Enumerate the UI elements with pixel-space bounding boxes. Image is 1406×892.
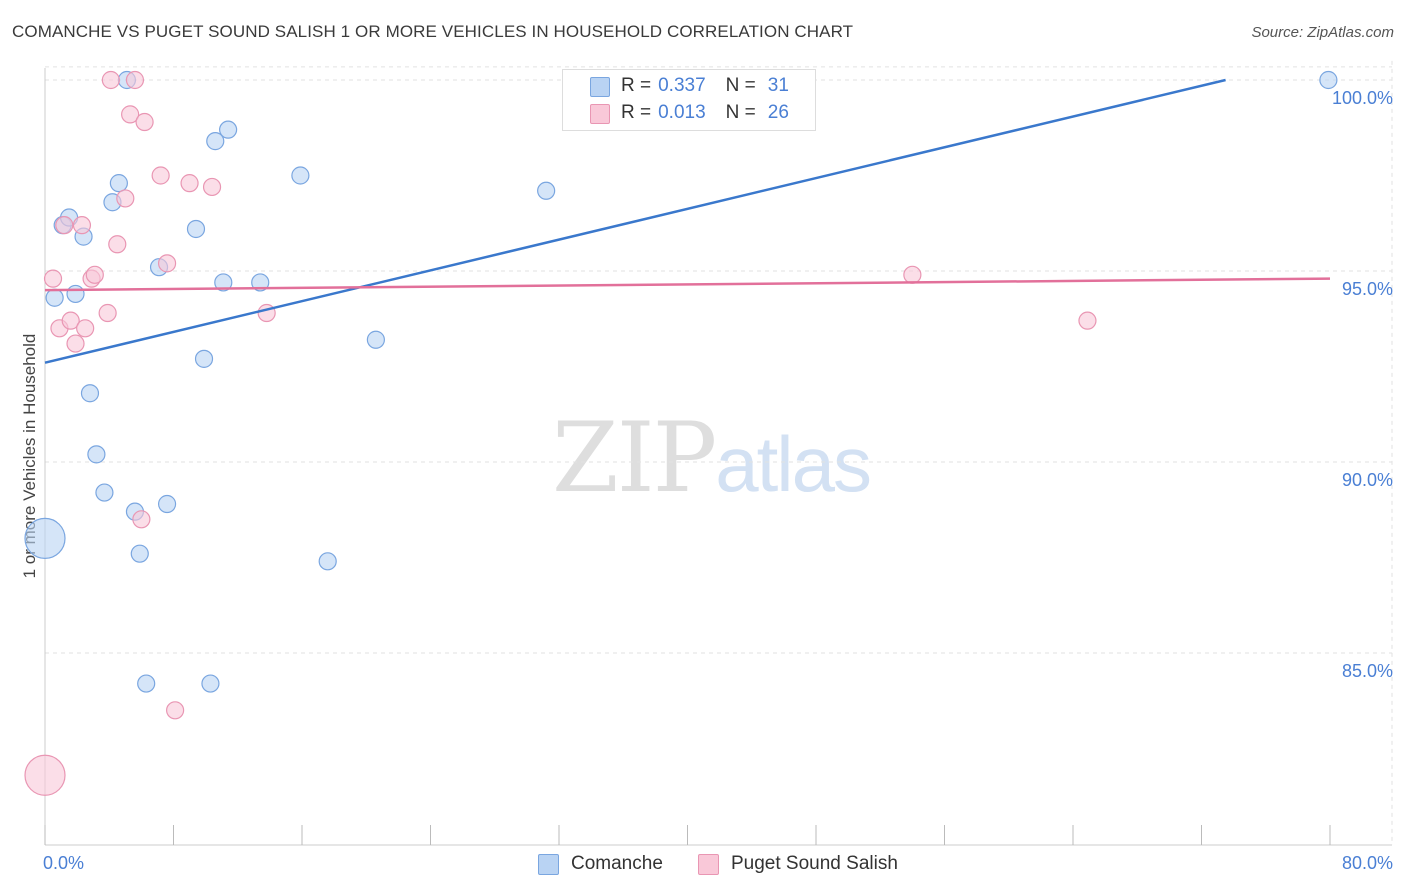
data-point-comanche <box>186 219 206 239</box>
data-point-salish <box>55 216 74 235</box>
legend-n-label: N = <box>725 75 756 96</box>
trend-line-salish <box>44 277 1331 292</box>
data-point-salish <box>903 265 922 284</box>
trend-line-comanche <box>44 78 1226 364</box>
data-point-comanche <box>206 132 225 151</box>
data-point-salish <box>85 265 104 284</box>
x-tick-label: 0.0% <box>43 853 84 873</box>
legend-r-label: R = <box>621 102 652 123</box>
data-point-comanche <box>66 284 85 304</box>
data-point-salish <box>43 269 63 288</box>
data-point-salish <box>135 112 154 132</box>
data-point-salish <box>76 319 95 338</box>
legend-n-value: 31 <box>767 75 789 96</box>
legend-swatch-salish <box>590 104 610 124</box>
legend-n-label: N = <box>725 102 756 123</box>
data-point-comanche <box>157 494 177 514</box>
y-tick-label: 85.0% <box>1342 661 1393 681</box>
data-point-comanche <box>318 552 337 571</box>
data-point-comanche <box>194 349 214 368</box>
data-point-comanche <box>95 483 114 502</box>
data-point-salish <box>166 701 185 720</box>
legend: R = 0.337 N = 31 R = 0.013 N = 26 <box>562 69 816 131</box>
data-point-comanche <box>251 273 270 292</box>
chart-title: COMANCHE VS PUGET SOUND SALISH 1 OR MORE… <box>12 22 854 41</box>
data-point-comanche <box>130 544 149 563</box>
watermark: ZIPatlas <box>552 402 872 514</box>
bottom-legend-salish: Puget Sound Salish <box>698 852 898 876</box>
watermark-atlas: atlas <box>715 420 872 508</box>
y-tick-label: 100.0% <box>1332 88 1393 108</box>
legend-row-comanche: R = 0.337 N = 31 <box>621 73 789 99</box>
data-point-comanche <box>109 174 128 193</box>
legend-row-salish: R = 0.013 N = 26 <box>621 100 789 126</box>
data-point-salish <box>121 105 140 124</box>
data-point-salish <box>66 334 85 353</box>
legend-swatch-comanche <box>590 77 610 97</box>
data-point-comanche <box>214 273 233 292</box>
data-point-salish <box>132 510 151 529</box>
data-point-comanche <box>201 674 220 693</box>
data-point-comanche <box>537 181 556 200</box>
data-point-salish <box>61 311 80 330</box>
data-point-comanche <box>137 674 156 693</box>
bottom-legend-swatch-comanche <box>538 853 559 875</box>
x-tick-label: 80.0% <box>1342 853 1393 873</box>
legend-n-value: 26 <box>767 102 789 123</box>
data-point-comanche <box>366 330 385 349</box>
data-point-comanche <box>1319 70 1338 90</box>
watermark-zip: ZIP <box>552 402 717 514</box>
data-point-salish <box>24 754 66 796</box>
data-point-salish <box>180 174 199 193</box>
data-point-salish <box>1078 311 1097 330</box>
legend-r-label: R = <box>621 75 652 96</box>
bottom-legend-comanche: Comanche <box>538 852 663 876</box>
data-point-salish <box>108 235 127 254</box>
data-point-salish <box>72 216 92 235</box>
data-point-salish <box>202 177 222 197</box>
data-point-comanche <box>291 166 310 185</box>
data-point-salish <box>98 303 117 323</box>
bottom-legend-label-salish: Puget Sound Salish <box>731 853 898 874</box>
data-point-comanche <box>87 445 106 464</box>
data-point-comanche <box>80 384 100 403</box>
data-point-salish <box>157 254 177 273</box>
data-point-salish <box>101 70 120 90</box>
data-point-comanche <box>219 120 238 139</box>
data-point-salish <box>116 189 135 208</box>
data-point-comanche <box>24 517 66 560</box>
y-tick-label: 90.0% <box>1342 470 1393 490</box>
legend-r-value: 0.013 <box>658 102 706 123</box>
bottom-legend-swatch-salish <box>698 853 719 875</box>
source-label: Source: ZipAtlas.com <box>1251 24 1394 41</box>
legend-r-value: 0.337 <box>658 75 706 96</box>
bottom-legend-label-comanche: Comanche <box>571 853 663 874</box>
data-point-salish <box>125 70 145 90</box>
data-point-salish <box>151 166 170 185</box>
data-point-comanche <box>45 288 64 307</box>
y-tick-label: 95.0% <box>1342 279 1393 299</box>
